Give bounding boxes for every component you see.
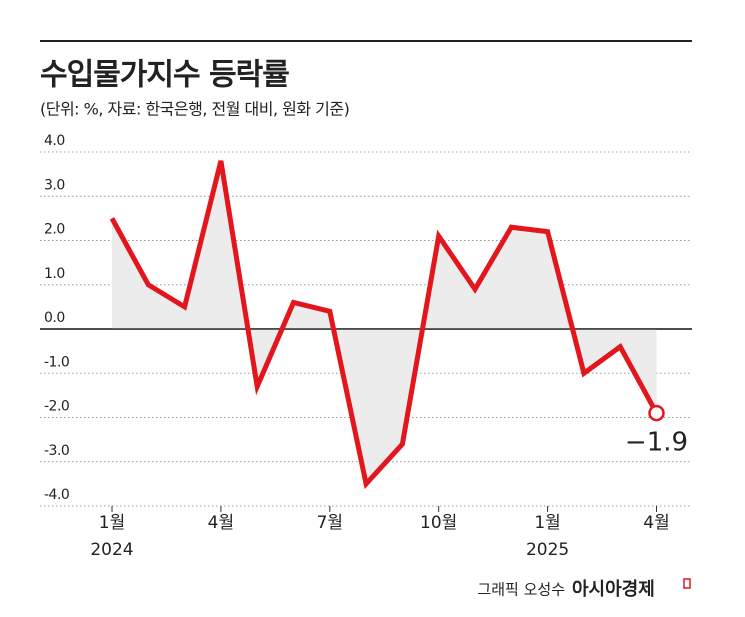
chart-title: 수입물가지수 등락률 — [40, 58, 289, 93]
x-year-label: 2024 — [90, 540, 133, 560]
x-tick-label: 7월 — [317, 513, 343, 533]
x-year-label: 2025 — [526, 540, 569, 560]
y-tick-label: 0.0 — [44, 310, 65, 326]
y-tick-label: -3.0 — [44, 443, 69, 459]
chart-subtitle: (단위: %, 자료: 한국은행, 전월 대비, 원화 기준) — [40, 100, 349, 119]
y-tick-label: -2.0 — [44, 399, 69, 415]
x-tick-label: 1월 — [534, 513, 560, 533]
brand: 아시아경제 — [572, 579, 655, 600]
end-marker — [648, 404, 665, 422]
y-tick-label: 2.0 — [44, 222, 65, 238]
credit: 그래픽 오성수 — [477, 581, 565, 599]
y-tick-label: 4.0 — [44, 133, 65, 149]
data-label: −1.9 — [625, 428, 688, 458]
area — [112, 160, 657, 484]
brand-icon — [683, 578, 691, 589]
y-tick-label: -4.0 — [44, 487, 69, 503]
line — [109, 160, 659, 490]
x-tick-label: 10월 — [420, 513, 457, 533]
y-tick-label: 3.0 — [44, 177, 65, 193]
x-tick-label: 1월 — [99, 513, 125, 533]
y-tick-label: -1.0 — [44, 354, 69, 370]
y-tick-label: 1.0 — [44, 266, 65, 282]
x-tick-label: 4월 — [208, 513, 234, 533]
x-tick-label: 4월 — [643, 513, 669, 533]
